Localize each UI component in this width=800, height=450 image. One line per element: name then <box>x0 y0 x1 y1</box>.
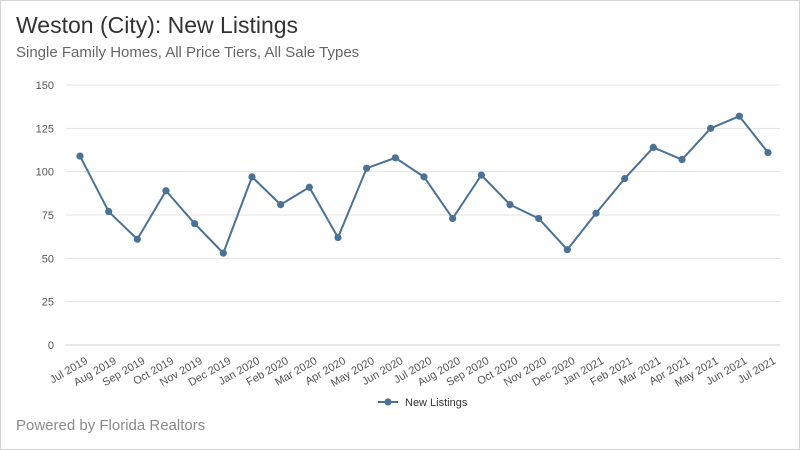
data-point[interactable] <box>191 220 199 228</box>
data-point[interactable] <box>764 149 772 157</box>
data-point[interactable] <box>477 171 485 179</box>
data-point[interactable] <box>277 201 285 209</box>
grid-lines <box>66 84 780 346</box>
y-tick-label: 100 <box>36 167 54 179</box>
legend-dot-marker <box>384 398 392 406</box>
data-point[interactable] <box>248 173 256 181</box>
data-point[interactable] <box>105 207 113 216</box>
y-tick-label: 75 <box>42 210 54 222</box>
series-new-listings <box>76 112 772 257</box>
chart-title: Weston (City): New Listings <box>16 12 299 38</box>
data-point[interactable] <box>391 154 399 162</box>
data-point[interactable] <box>76 152 84 160</box>
data-point[interactable] <box>334 233 342 242</box>
data-point[interactable] <box>649 143 657 151</box>
data-point[interactable] <box>621 175 629 183</box>
data-point[interactable] <box>707 124 715 132</box>
y-tick-label: 125 <box>36 123 54 135</box>
data-point[interactable] <box>506 201 514 209</box>
series-line <box>79 115 769 255</box>
y-tick-label: 50 <box>42 253 54 265</box>
data-point[interactable] <box>535 214 543 223</box>
data-point[interactable] <box>363 164 371 172</box>
data-point[interactable] <box>133 235 141 243</box>
data-point[interactable] <box>735 112 743 120</box>
y-tick-label: 150 <box>36 80 54 92</box>
legend-label[interactable]: New Listings <box>405 397 468 409</box>
data-point[interactable] <box>305 183 313 191</box>
data-point[interactable] <box>678 155 686 164</box>
data-point[interactable] <box>592 209 600 217</box>
data-point[interactable] <box>420 173 428 181</box>
data-point[interactable] <box>162 187 170 195</box>
footer-attribution: Powered by Florida Realtors <box>16 417 206 434</box>
data-point[interactable] <box>219 249 227 257</box>
legend: New Listings <box>378 397 468 409</box>
chart-subtitle: Single Family Homes, All Price Tiers, Al… <box>16 44 360 61</box>
y-tick-label: 25 <box>42 297 54 309</box>
y-axis-ticks: 0 25 50 75 100 125 150 <box>36 80 54 352</box>
y-tick-label: 0 <box>48 340 54 352</box>
data-point[interactable] <box>449 214 457 223</box>
data-point[interactable] <box>563 246 571 254</box>
